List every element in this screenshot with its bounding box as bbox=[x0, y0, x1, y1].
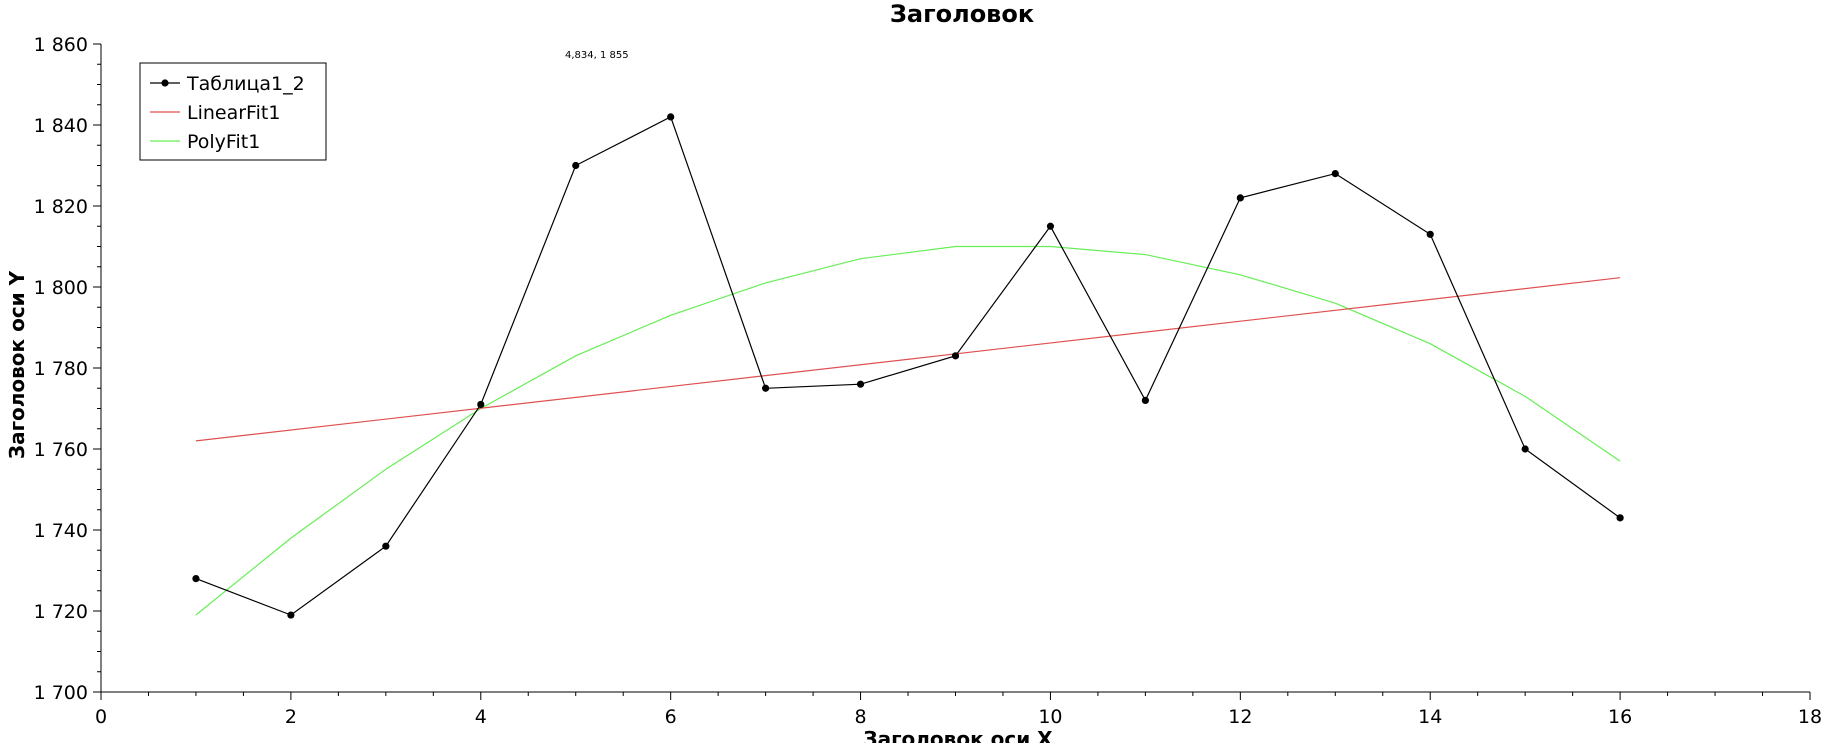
y-tick-label: 1 720 bbox=[34, 601, 88, 623]
data-point bbox=[1141, 396, 1149, 404]
data-point bbox=[951, 352, 960, 360]
x-tick-label: 16 bbox=[1608, 706, 1632, 728]
y-tick-label: 1 800 bbox=[34, 277, 88, 299]
x-tick-label: 2 bbox=[285, 706, 297, 728]
data-point bbox=[477, 400, 485, 409]
series-layer bbox=[192, 113, 1624, 619]
x-tick-label: 4 bbox=[475, 706, 487, 728]
x-tick-label: 8 bbox=[855, 706, 867, 728]
x-tick-label: 10 bbox=[1038, 706, 1062, 728]
x-axis-title: Заголовок оси X bbox=[863, 727, 1053, 743]
y-axis-title: Заголовок оси Y bbox=[5, 270, 29, 459]
legend-label: PolyFit1 bbox=[187, 131, 260, 153]
x-tick-label: 0 bbox=[95, 706, 107, 728]
x-tick-label: 6 bbox=[665, 706, 677, 728]
data-point bbox=[1616, 514, 1624, 522]
x-tick-label: 14 bbox=[1418, 706, 1442, 728]
y-tick-label: 1 780 bbox=[34, 358, 88, 380]
y-tick-label: 1 760 bbox=[34, 439, 88, 461]
data-point bbox=[1331, 170, 1339, 178]
data-point bbox=[1236, 194, 1244, 202]
x-tick-label: 12 bbox=[1228, 706, 1252, 728]
x-tick-label: 18 bbox=[1798, 706, 1821, 728]
legend-swatch-marker bbox=[161, 79, 169, 87]
series-line-0 bbox=[195, 116, 1621, 616]
y-tick-label: 1 820 bbox=[34, 196, 88, 218]
legend-label: LinearFit1 bbox=[187, 102, 280, 124]
y-tick-label: 1 700 bbox=[34, 682, 88, 704]
y-tick-label: 1 740 bbox=[34, 520, 88, 542]
y-tick-label: 1 860 bbox=[34, 34, 88, 56]
coordinate-readout: 4,834, 1 855 bbox=[565, 50, 629, 61]
data-point bbox=[382, 542, 390, 550]
y-tick-label: 1 840 bbox=[34, 115, 88, 137]
legend: Таблица1_2 LinearFit1 PolyFit1 bbox=[139, 62, 327, 161]
data-point bbox=[667, 113, 675, 121]
data-point bbox=[762, 384, 770, 392]
data-point bbox=[192, 575, 200, 583]
data-point bbox=[572, 161, 580, 170]
series-line-2 bbox=[195, 245, 1621, 616]
data-point bbox=[1046, 222, 1055, 230]
data-point bbox=[287, 611, 295, 619]
legend-label: Таблица1_2 bbox=[186, 73, 305, 95]
data-point bbox=[856, 380, 865, 388]
chart-title: Заголовок bbox=[890, 0, 1034, 28]
series-line-1 bbox=[195, 277, 1621, 442]
data-point bbox=[1426, 230, 1434, 238]
axes: 0 2 4 6 8 10 12 14 16 18 1 700 1 720 1 740 1 760 1 780… bbox=[34, 34, 1821, 728]
data-point bbox=[1521, 445, 1529, 453]
